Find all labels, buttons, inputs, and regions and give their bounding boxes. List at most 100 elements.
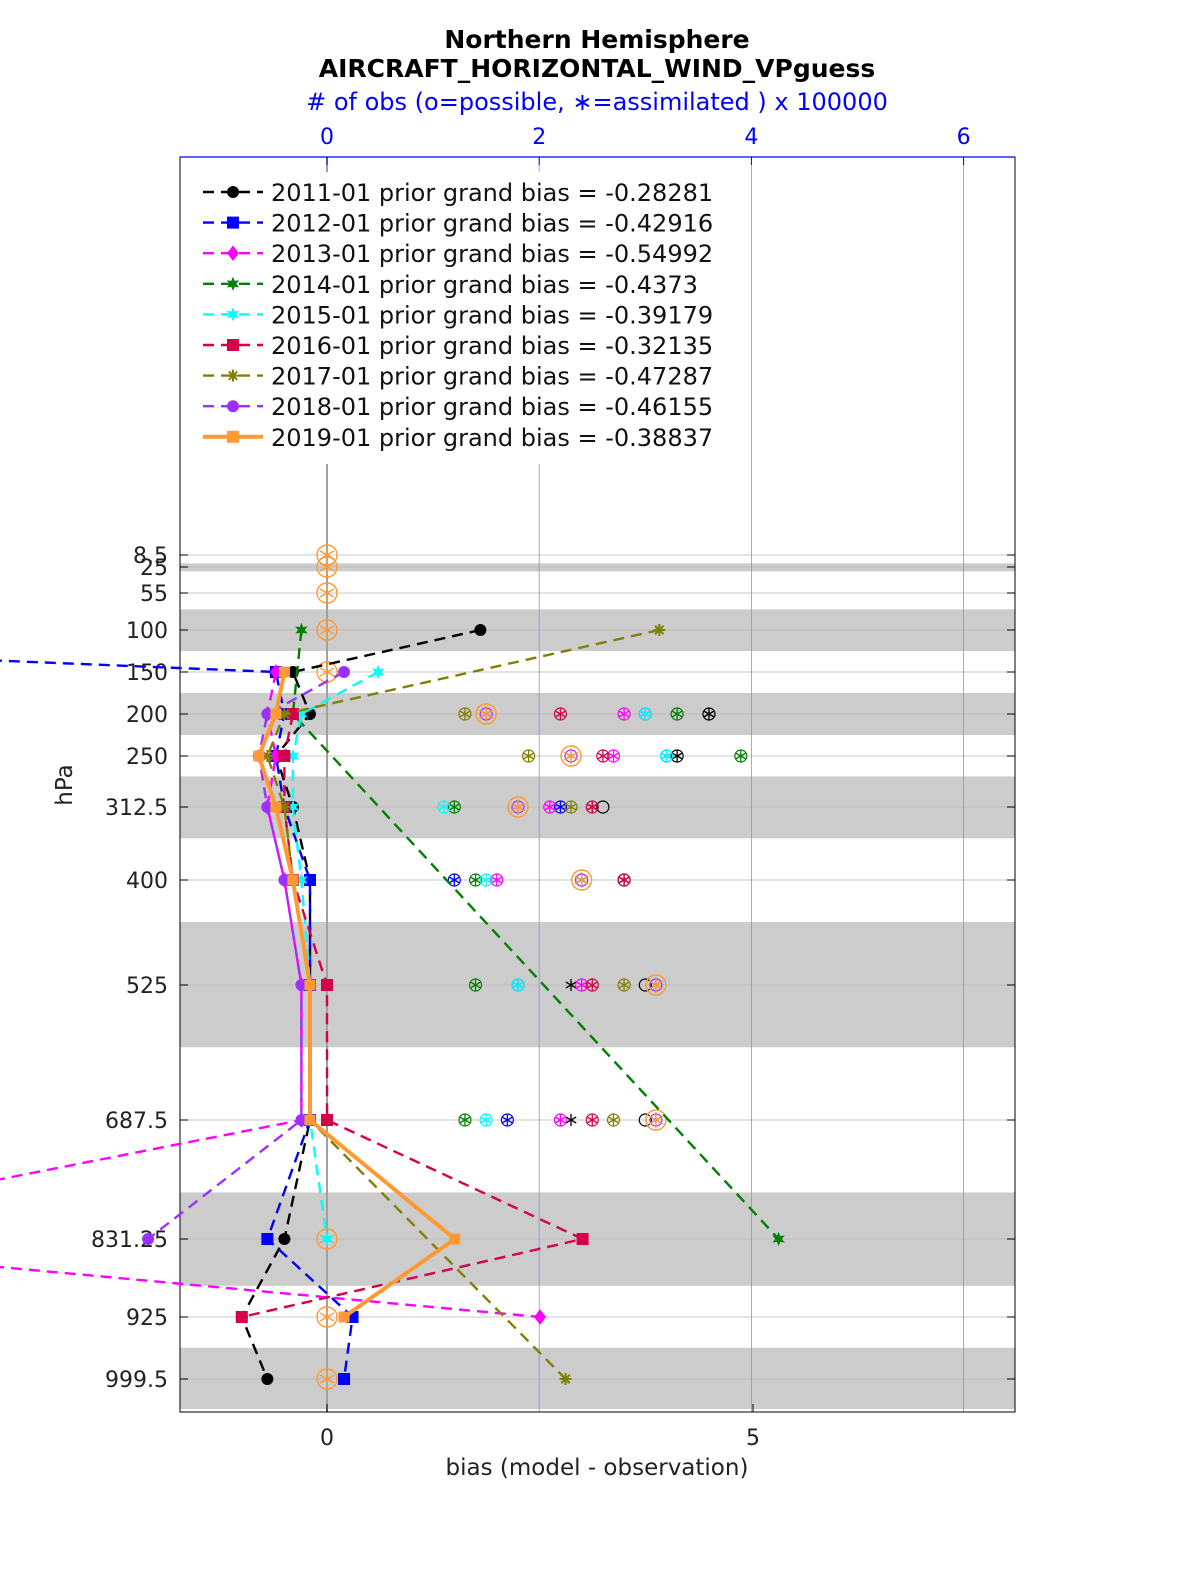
obs-assimilated-marker <box>586 801 598 813</box>
obs-assimilated-marker <box>510 799 526 815</box>
series-point <box>295 1114 308 1126</box>
obs-assimilated-marker <box>544 801 556 813</box>
x-tick-label: 0 <box>320 1426 334 1451</box>
y-tick-label: 250 <box>126 745 168 770</box>
obs-assimilated-marker <box>470 874 482 886</box>
legend-label: 2013-01 prior grand bias = -0.54992 <box>271 240 713 268</box>
series-point <box>253 750 265 762</box>
obs-assimilated-stroke <box>554 710 566 718</box>
chart-title: Northern Hemisphere <box>444 25 749 54</box>
legend-entry: 2011-01 prior grand bias = -0.28281 <box>203 179 713 207</box>
obs-assimilated-stroke <box>618 876 630 884</box>
series-point <box>278 874 291 886</box>
legend-marker <box>227 369 239 382</box>
series-point-stroke <box>279 802 290 812</box>
obs-assimilated-stroke <box>586 1116 598 1124</box>
obs-assimilated-marker <box>565 1114 577 1126</box>
series-point <box>269 664 282 680</box>
obs-assimilated-stroke <box>703 710 715 718</box>
series-point <box>286 799 300 815</box>
series-point <box>474 624 487 636</box>
obs-assimilated-stroke <box>501 1116 513 1124</box>
x-axis-label: bias (model - observation) <box>446 1455 749 1481</box>
obs-assimilated-stroke <box>319 1374 335 1384</box>
obs-assimilated-stroke <box>735 752 747 760</box>
series-point <box>295 979 308 991</box>
obs-possible-marker <box>316 1368 338 1390</box>
obs-possible-marker <box>316 1228 338 1250</box>
obs-possible-marker <box>570 869 593 891</box>
shaded-band <box>180 1347 1015 1409</box>
obs-assimilated-marker <box>523 750 535 762</box>
y-tick-label: 999.5 <box>105 1368 168 1393</box>
obs-assimilated-stroke <box>565 1116 577 1124</box>
obs-assimilated-marker <box>618 708 630 720</box>
legend-label: 2017-01 prior grand bias = -0.47287 <box>271 363 713 391</box>
observation-count-markers <box>316 544 748 1390</box>
obs-assimilated-stroke <box>597 752 609 760</box>
obs-assimilated-stroke <box>576 981 588 989</box>
obs-assimilated-stroke <box>618 981 630 989</box>
series-lines <box>0 622 785 1385</box>
obs-assimilated-stroke <box>319 562 335 572</box>
series-point <box>338 1311 350 1323</box>
obs-assimilated-marker <box>586 979 598 991</box>
obs-assimilated-stroke <box>639 710 651 718</box>
obs-assimilated-marker <box>448 874 460 886</box>
series-point <box>295 622 308 638</box>
series-point <box>278 708 291 720</box>
obs-possible-marker <box>645 1109 667 1131</box>
series-point-stroke <box>654 625 665 635</box>
obs-assimilated-marker <box>607 1114 619 1126</box>
obs-assimilated-marker <box>671 750 683 762</box>
obs-assimilated-stroke <box>319 588 335 598</box>
obs-assimilated-stroke <box>565 803 577 811</box>
obs-assimilated-stroke <box>671 752 683 760</box>
series-point <box>295 872 308 888</box>
series-point <box>371 664 385 680</box>
obs-assimilated-marker <box>574 872 589 888</box>
obs-possible-marker <box>316 1306 338 1328</box>
obs-assimilated-stroke <box>438 803 450 811</box>
obs-assimilated-marker <box>586 1114 598 1126</box>
obs-assimilated-stroke <box>478 709 494 719</box>
obs-possible-marker <box>316 619 338 641</box>
legend-entry: 2015-01 prior grand bias = -0.39179 <box>203 301 713 329</box>
obs-possible-marker <box>638 1113 652 1127</box>
series-point <box>270 708 282 720</box>
legend-entry: 2019-01 prior grand bias = -0.38837 <box>203 424 713 452</box>
series-point <box>270 801 282 813</box>
series-point <box>142 1233 155 1245</box>
obs-possible-marker <box>316 556 338 578</box>
legend-marker <box>227 245 239 261</box>
series-point <box>653 624 666 636</box>
series-point <box>304 979 316 991</box>
series-point <box>576 1233 589 1245</box>
y-tick-label: 200 <box>126 703 168 728</box>
obs-assimilated-marker <box>648 977 664 993</box>
series-line <box>147 670 345 1240</box>
series-point-stroke <box>262 751 273 761</box>
series-line <box>241 713 587 1319</box>
obs-assimilated-marker <box>478 706 494 722</box>
legend-marker <box>227 216 239 229</box>
obs-assimilated-marker <box>607 750 619 762</box>
obs-possible-marker <box>507 796 529 818</box>
obs-assimilated-stroke <box>319 1312 335 1322</box>
obs-assimilated-stroke <box>470 876 482 884</box>
series-point <box>286 748 300 764</box>
legend-marker <box>227 400 239 413</box>
obs-assimilated-marker <box>648 1112 664 1128</box>
series-point <box>303 874 316 886</box>
obs-assimilated-stroke <box>459 1116 471 1124</box>
legend-label: 2014-01 prior grand bias = -0.4373 <box>271 271 698 299</box>
y-tick-label: 400 <box>126 869 168 894</box>
obs-assimilated-stroke <box>648 980 664 990</box>
obs-assimilated-marker <box>512 979 524 991</box>
y-tick-label: 8.5 <box>133 544 168 569</box>
obs-assimilated-stroke <box>512 981 524 989</box>
obs-possible-marker <box>645 974 667 996</box>
y-tick-label: 525 <box>126 974 168 999</box>
obs-assimilated-marker <box>660 750 673 762</box>
obs-assimilated-marker <box>576 979 588 991</box>
